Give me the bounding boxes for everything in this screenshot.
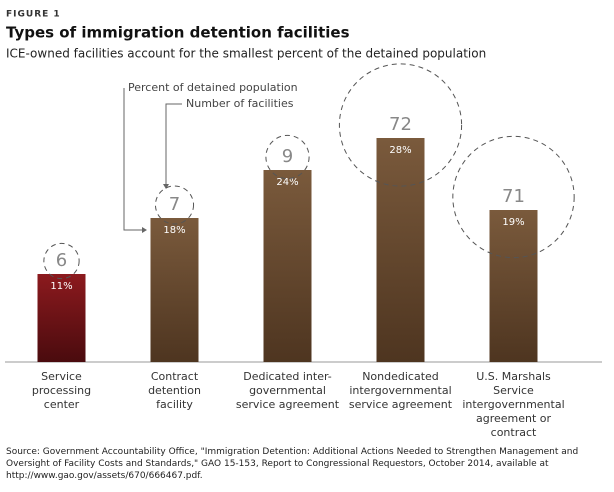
- x-tick-label: Nondedicated intergovernmental service a…: [348, 370, 453, 411]
- x-tick-label: Contract detention facility: [148, 370, 201, 411]
- facility-count: 72: [389, 114, 412, 135]
- value-label: 24%: [276, 177, 298, 188]
- annotation-arrow: [165, 103, 182, 184]
- facility-circle: [452, 135, 575, 259]
- facility-circle: [43, 242, 80, 280]
- value-label: 28%: [389, 145, 411, 156]
- figure-label: FIGURE 1: [6, 10, 61, 20]
- bar: [376, 138, 425, 362]
- facility-circle: [265, 134, 310, 180]
- chart-subtitle: ICE-owned facilities account for the sma…: [6, 47, 486, 61]
- bar: [37, 274, 86, 362]
- facility-count: 7: [169, 194, 180, 215]
- arrowhead: [142, 227, 147, 233]
- x-tick-label: Dedicated inter- governmental service ag…: [235, 370, 340, 411]
- bar: [489, 210, 538, 362]
- x-tick-label: Service processing center: [31, 370, 92, 411]
- facility-count: 9: [282, 146, 293, 167]
- facility-count: 6: [56, 250, 67, 271]
- annotation: Percent of detained population: [128, 81, 298, 94]
- arrowhead: [163, 184, 169, 189]
- facility-circle: [154, 185, 195, 225]
- chart-title: Types of immigration detention facilitie…: [6, 24, 350, 42]
- value-label: 11%: [50, 281, 72, 292]
- value-label: 19%: [502, 217, 524, 228]
- bar: [263, 170, 312, 362]
- value-label: 18%: [163, 225, 185, 236]
- facility-circle: [338, 63, 463, 187]
- annotation: Number of facilities: [186, 97, 294, 110]
- x-tick-label: U.S. Marshals Service intergovernmental …: [462, 370, 565, 439]
- bar: [150, 218, 199, 362]
- annotation-arrow: [123, 88, 142, 231]
- source-note: Source: Government Accountability Office…: [6, 447, 579, 481]
- facility-count: 71: [502, 186, 525, 207]
